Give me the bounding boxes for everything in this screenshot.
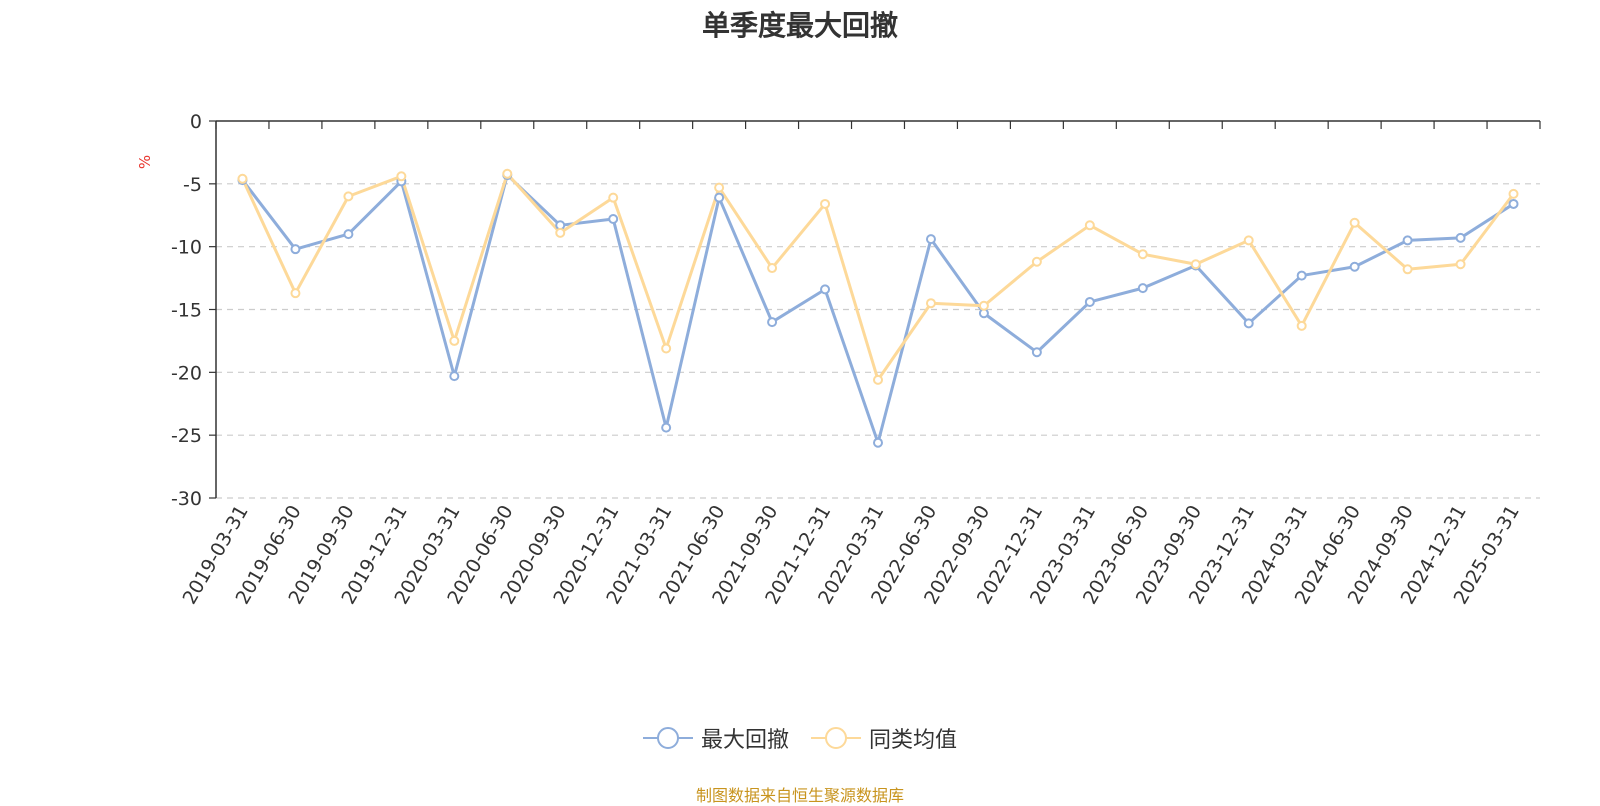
series-2-point	[1137, 249, 1148, 260]
series-1-point	[661, 422, 672, 433]
series-2-point	[343, 191, 354, 202]
series-2-point	[767, 263, 778, 274]
y-tick-label: -30	[171, 488, 202, 510]
legend-item-series-1[interactable]: 最大回撤	[642, 722, 789, 754]
y-axis-unit-label: %	[136, 155, 154, 169]
legend-item-series-2[interactable]: 同类均值	[811, 722, 957, 754]
y-tick-label: -5	[183, 174, 202, 196]
series-1-point	[820, 284, 831, 295]
series-1-point	[1508, 198, 1519, 209]
legend-label-series-2: 同类均值	[869, 728, 958, 753]
series-line-2	[240, 172, 1516, 382]
series-2-point	[290, 288, 301, 299]
y-tick-label: -15	[171, 300, 202, 322]
series-1-point	[1349, 261, 1360, 272]
series-1-point	[1455, 232, 1466, 243]
legend: 最大回撤 同类均值	[0, 722, 1600, 754]
series-2-point	[1031, 256, 1042, 267]
series-2-point	[1190, 259, 1201, 270]
series-2-point	[237, 173, 248, 184]
y-tick-label: -25	[171, 425, 202, 447]
series-2-point	[1349, 217, 1360, 228]
y-tick-label: -20	[171, 362, 202, 384]
series-2-point	[449, 335, 460, 346]
series-1-point	[1402, 235, 1413, 246]
y-tick-label: -10	[171, 237, 202, 259]
series-1-point	[767, 317, 778, 328]
series-1-point	[1137, 283, 1148, 294]
series-1-point	[1031, 347, 1042, 358]
series-1-point	[873, 437, 883, 448]
series-line-1	[240, 173, 1516, 445]
series-2-point	[608, 192, 619, 203]
series-1-point	[343, 229, 354, 240]
y-tick-label: 0	[190, 111, 202, 133]
legend-swatch-circle	[825, 727, 847, 749]
chart-title: 单季度最大回撤	[701, 9, 898, 42]
series-1-point	[1243, 318, 1254, 329]
series-1-point	[608, 214, 619, 225]
series-1-point	[925, 234, 936, 245]
series-2-point	[1508, 188, 1519, 199]
series-2-point	[502, 168, 513, 179]
series-2-point	[1402, 264, 1413, 275]
series-2-point	[555, 227, 566, 238]
series-2-point	[714, 182, 725, 193]
series-2-point	[1455, 259, 1466, 270]
legend-line-circle-icon	[642, 727, 693, 749]
series-2-point	[820, 198, 831, 209]
legend-label-series-1: 最大回撤	[700, 728, 789, 753]
series-1-point	[290, 244, 301, 255]
series-2-point	[1243, 235, 1254, 246]
legend-swatch-circle	[656, 727, 679, 749]
series-2-point	[873, 374, 883, 385]
series-2-point	[661, 343, 672, 354]
legend-line-circle-icon	[811, 727, 861, 749]
series-2-point	[1084, 220, 1095, 231]
series-1-point	[449, 371, 460, 382]
series-layer	[237, 168, 1519, 448]
series-1-point	[1296, 270, 1307, 281]
series-2-point	[1296, 320, 1307, 331]
series-1-point	[714, 192, 725, 203]
series-2-point	[396, 171, 407, 182]
series-1-point	[1084, 296, 1095, 307]
series-2-point	[978, 300, 989, 311]
source-note: 制图数据来自恒生聚源数据库	[695, 786, 904, 805]
series-2-point	[925, 298, 936, 309]
